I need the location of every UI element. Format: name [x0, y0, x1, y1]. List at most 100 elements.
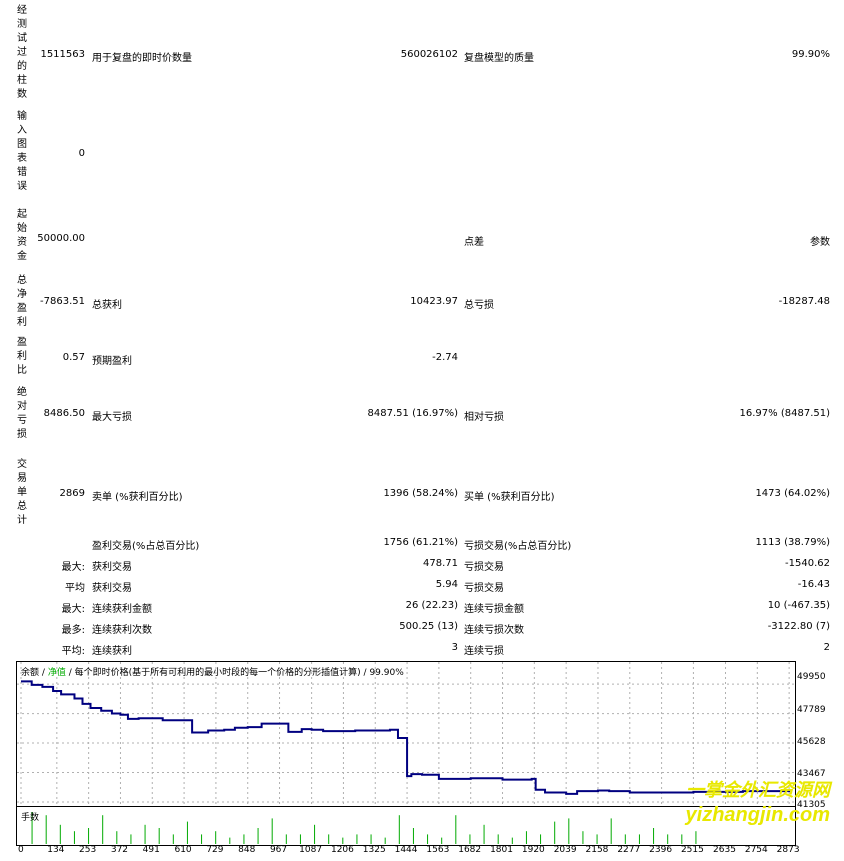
x-tick-label: 1206 — [330, 845, 354, 855]
expected-payoff-value: -2.74 — [432, 352, 458, 363]
bars-tested-value: 1511563 — [40, 49, 85, 60]
profit-factor-value: 0.57 — [62, 352, 85, 363]
y-tick-label: 45628 — [797, 737, 826, 747]
average-profit-value: 5.94 — [435, 579, 458, 590]
max-consec-losses-label: 连续亏损金额 — [464, 604, 524, 615]
max-consec-loss-label: 连续亏损次数 — [464, 625, 524, 636]
x-tick-label: 1444 — [394, 845, 418, 855]
total-net-profit-label: 总净盈利 — [17, 275, 27, 328]
x-tick-label: 1563 — [426, 845, 450, 855]
x-tick-label: 2039 — [553, 845, 577, 855]
x-tick-label: 2277 — [617, 845, 641, 855]
x-tick-label: 729 — [206, 845, 224, 855]
total-trades-value: 2869 — [59, 488, 85, 499]
x-tick-label: 848 — [238, 845, 256, 855]
balance-chart-svg — [17, 662, 795, 806]
short-positions-value: 1396 (58.24%) — [383, 488, 458, 499]
x-tick-label: 2754 — [744, 845, 768, 855]
long-positions-label: 买单 (%获利百分比) — [464, 492, 555, 503]
x-tick-label: 1087 — [299, 845, 323, 855]
profit-factor-label: 盈利比 — [17, 337, 27, 376]
gross-loss-label: 总亏损 — [464, 300, 494, 311]
avg-prefix: 平均: — [61, 646, 85, 657]
absolute-drawdown-label: 绝对亏损 — [17, 387, 27, 440]
chart-header-quality: 99.90% — [369, 668, 404, 678]
initial-deposit-value: 50000.00 — [37, 233, 85, 244]
total-trades-label: 交易单总计 — [17, 459, 27, 526]
max-consec-profit-value: 500.25 (13) — [399, 621, 458, 632]
mismatched-errors-label: 输入图表错误 — [17, 111, 27, 192]
total-net-profit-value: -7863.51 — [40, 296, 85, 307]
avg-consec-losses-label: 连续亏损 — [464, 646, 504, 657]
x-tick-label: 2873 — [776, 845, 800, 855]
balance-series-line — [21, 680, 791, 795]
x-tick-label: 491 — [142, 845, 160, 855]
largest-profit-label: 获利交易 — [92, 562, 132, 573]
average-loss-label: 亏损交易 — [464, 583, 504, 594]
short-positions-label: 卖单 (%获利百分比) — [92, 492, 183, 503]
relative-drawdown-label: 相对亏损 — [464, 412, 504, 423]
average-loss-value: -16.43 — [797, 579, 830, 590]
max-consec-wins-label: 连续获利金额 — [92, 604, 152, 615]
chart-header-sep2: / — [68, 668, 72, 678]
gross-profit-value: 10423.97 — [410, 296, 458, 307]
profit-trades-label: 盈利交易(%占总百分比) — [92, 541, 200, 552]
avg-consec-wins-label: 连续获利 — [92, 646, 132, 657]
balance-chart: 余额 / 净值 / 每个即时价格(基于所有可利用的最小时段的每一个价格的分形插值… — [16, 661, 796, 807]
max-consec-losses-value: 10 (-467.35) — [767, 600, 830, 611]
volume-svg — [31, 812, 697, 844]
avg-consec-losses-value: 2 — [823, 642, 830, 653]
profit-trades-value: 1756 (61.21%) — [383, 537, 458, 548]
x-tick-label: 2396 — [649, 845, 673, 855]
bars-tested-label: 经测试过的柱数 — [17, 5, 27, 100]
x-tick-label: 2515 — [680, 845, 704, 855]
loss-trades-label: 亏损交易(%占总百分比) — [464, 541, 572, 552]
volume-panel: 手数 — [16, 806, 796, 846]
x-tick-label: 967 — [269, 845, 288, 855]
x-tick-label: 2158 — [585, 845, 609, 855]
largest-loss-value: -1540.62 — [785, 558, 830, 569]
watermark-title: 一掌金外汇资源网 — [686, 780, 830, 800]
x-tick-label: 1920 — [521, 845, 545, 855]
mismatched-errors-value: 0 — [78, 148, 85, 159]
volume-label: 手数 — [21, 813, 40, 823]
x-tick-label: 1325 — [362, 845, 386, 855]
chart-header: 余额 / 净值 / 每个即时价格(基于所有可利用的最小时段的每一个价格的分形插值… — [21, 665, 404, 678]
ticks-modelled-label: 用于复盘的即时价数量 — [92, 53, 192, 64]
modelling-quality-value: 99.90% — [791, 49, 830, 60]
expected-payoff-label: 预期盈利 — [92, 356, 132, 367]
max-consec-wins-value: 26 (22.23) — [405, 600, 458, 611]
spread-value: 参数 — [810, 237, 830, 248]
chart-header-sep3: / — [363, 668, 367, 678]
chart-header-balance: 余额 — [21, 668, 40, 678]
x-tick-label: 2635 — [713, 845, 736, 855]
chart-header-equity: 净值 — [47, 668, 66, 678]
relative-drawdown-value: 16.97% (8487.51) — [739, 408, 830, 419]
modelling-quality-label: 复盘模型的质量 — [464, 53, 534, 64]
loss-trades-value: 1113 (38.79%) — [755, 537, 830, 548]
x-tick-label: 1801 — [490, 845, 513, 855]
y-tick-label: 49950 — [797, 672, 826, 682]
ticks-modelled-value: 560026102 — [400, 49, 458, 60]
average-profit-label: 获利交易 — [92, 583, 132, 594]
largest-prefix: 最大: — [61, 562, 85, 573]
largest-loss-label: 亏损交易 — [464, 562, 504, 573]
spread-label: 点差 — [464, 237, 484, 248]
max-consec-profit-label: 连续获利次数 — [92, 625, 152, 636]
x-tick-label: 1682 — [458, 845, 482, 855]
initial-deposit-label: 起始资金 — [17, 209, 27, 262]
y-tick-label: 43467 — [797, 769, 826, 779]
y-tick-label: 47789 — [797, 705, 826, 715]
x-tick-label: 253 — [79, 845, 97, 855]
maximal-prefix: 最多: — [61, 625, 85, 636]
largest-profit-value: 478.71 — [423, 558, 458, 569]
x-tick-label: 0 — [18, 845, 24, 855]
maximal-drawdown-label: 最大亏损 — [92, 412, 132, 423]
x-tick-label: 372 — [110, 845, 129, 855]
gross-profit-label: 总获利 — [92, 300, 122, 311]
y-tick-label: 41305 — [797, 800, 826, 810]
long-positions-value: 1473 (64.02%) — [755, 488, 830, 499]
x-tick-label: 134 — [47, 845, 65, 855]
maximal-drawdown-value: 8487.51 (16.97%) — [367, 408, 458, 419]
max-prefix: 最大: — [61, 604, 85, 615]
